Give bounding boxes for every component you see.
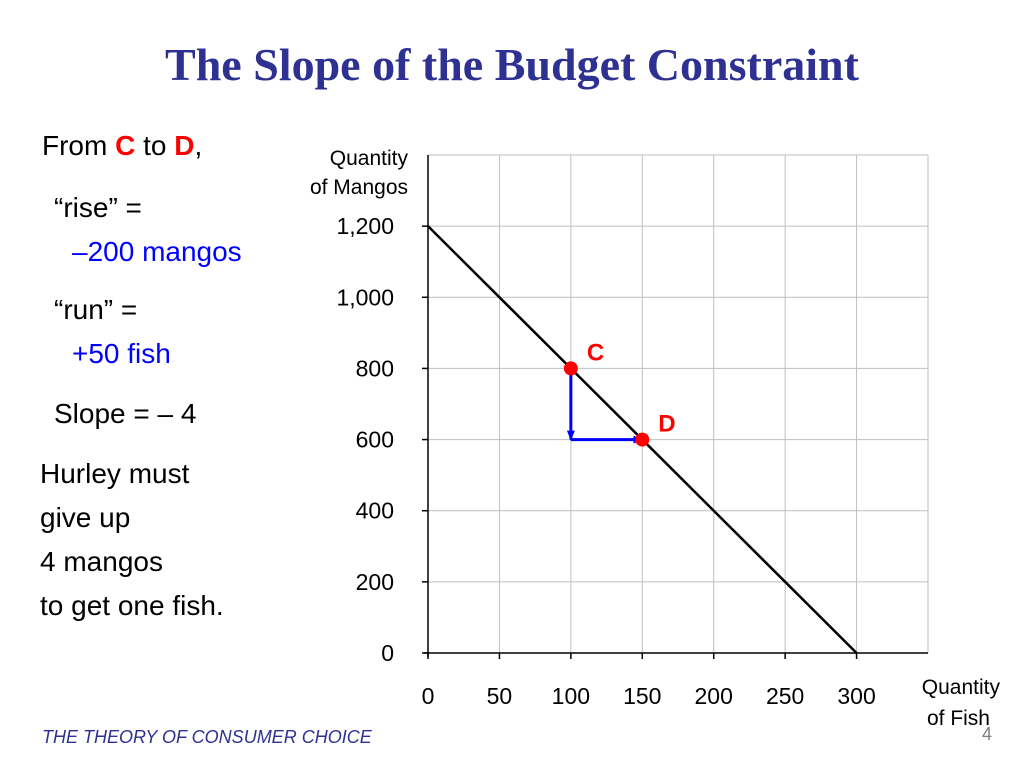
x-tick-label: 50 xyxy=(487,683,513,709)
to-word: to xyxy=(135,130,175,161)
x-tick-label: 200 xyxy=(695,683,733,709)
point-c-label: C xyxy=(587,339,604,366)
y-tick-label: 0 xyxy=(381,640,394,666)
point-d xyxy=(635,432,650,447)
point-d-label: D xyxy=(658,411,675,438)
rise-value: –200 mangos xyxy=(72,236,242,267)
conclusion-line-2: give up xyxy=(40,502,131,533)
y-axis-label-line-1: Quantity xyxy=(330,147,409,170)
y-tick-label: 1,200 xyxy=(336,213,394,239)
y-tick-label: 800 xyxy=(356,355,394,381)
x-tick-label: 150 xyxy=(623,683,661,709)
y-axis-label-line-2: of Mangos xyxy=(310,176,408,199)
x-tick-label: 100 xyxy=(552,683,590,709)
point-c-ref: C xyxy=(115,130,136,161)
x-axis-label-line-1: Quantity xyxy=(922,676,1001,699)
rise-label: “rise” = xyxy=(54,192,142,223)
x-axis-label-line-2: of Fish xyxy=(927,707,990,730)
conclusion-line-4: to get one fish. xyxy=(40,590,224,621)
comma: , xyxy=(194,130,203,161)
run-value: +50 fish xyxy=(72,338,171,369)
y-tick-label: 200 xyxy=(356,569,394,595)
slope-text: Slope = – 4 xyxy=(54,398,197,429)
y-tick-label: 1,000 xyxy=(336,284,394,310)
point-c xyxy=(563,361,578,376)
x-tick-label: 300 xyxy=(837,683,875,709)
x-tick-label: 0 xyxy=(422,683,435,709)
from-c-to-d-text: From C to D, xyxy=(42,130,202,162)
x-tick-label: 250 xyxy=(766,683,804,709)
conclusion-line-1: Hurley must xyxy=(40,458,190,489)
page-number: 4 xyxy=(982,724,993,744)
footer-text: THE THEORY OF CONSUMER CHOICE xyxy=(42,727,372,747)
conclusion-line-3: 4 mangos xyxy=(40,546,163,577)
run-label: “run” = xyxy=(54,294,138,325)
y-tick-label: 400 xyxy=(356,498,394,524)
from-prefix: From xyxy=(42,130,116,161)
point-d-ref: D xyxy=(174,130,195,161)
y-tick-label: 600 xyxy=(356,427,394,453)
slide-title: The Slope of the Budget Constraint xyxy=(165,39,859,90)
